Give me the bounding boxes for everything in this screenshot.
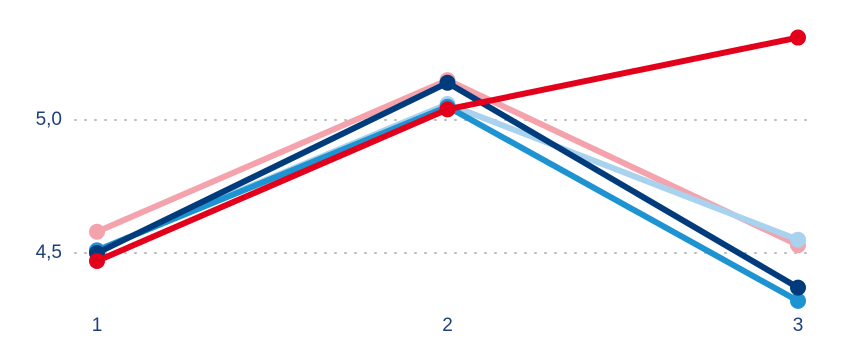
data-point <box>439 74 456 91</box>
x-tick-label: 2 <box>442 315 453 336</box>
data-point <box>790 231 806 248</box>
x-tick-label: 3 <box>793 315 804 336</box>
data-point <box>790 279 806 296</box>
x-tick-label: 1 <box>92 315 103 336</box>
data-point <box>790 29 806 46</box>
data-point <box>439 101 456 118</box>
data-point <box>790 292 806 309</box>
y-tick-label: 5,0 <box>36 109 62 130</box>
y-tick-label: 4,5 <box>36 242 62 263</box>
data-point <box>89 252 105 269</box>
data-point <box>89 223 105 240</box>
